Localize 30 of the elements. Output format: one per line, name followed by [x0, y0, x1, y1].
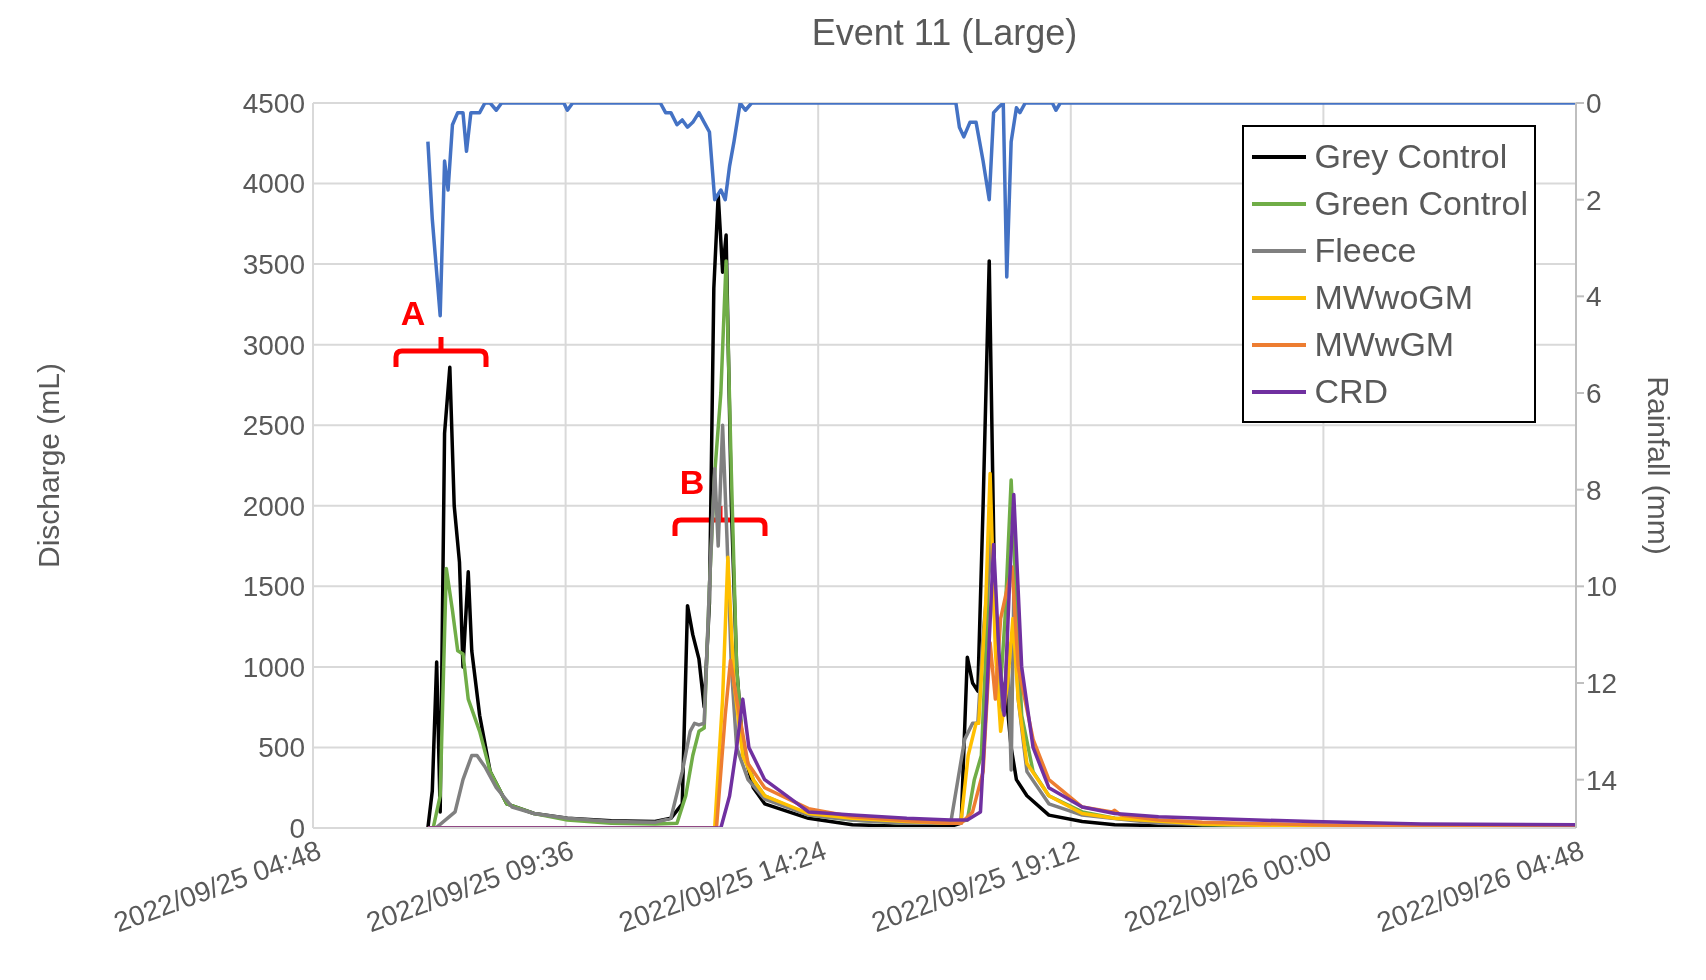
y2-tick-label: 6 [1586, 377, 1602, 409]
annotation: A [400, 294, 426, 332]
y2-tick-label: 4 [1586, 281, 1602, 313]
y-tick-label: 1500 [242, 571, 305, 603]
legend-label: Green Control [1314, 184, 1528, 223]
y-tick-label: 3500 [242, 249, 305, 281]
y2-tick-label: 2 [1586, 184, 1602, 216]
y-tick-label: 0 [289, 812, 305, 844]
legend-label: CRD [1314, 372, 1389, 411]
y2-tick-label: 12 [1586, 667, 1618, 699]
y-tick-label: 2000 [242, 490, 305, 522]
legend-label: MWwGM [1314, 325, 1455, 364]
y-tick-label: 4000 [242, 168, 305, 200]
y2-tick-label: 0 [1586, 87, 1602, 119]
y2-axis-title: Rainfall (mm) [1642, 376, 1676, 555]
y-tick-label: 1000 [242, 651, 305, 683]
y2-tick-label: 14 [1586, 764, 1618, 796]
legend-label: Fleece [1314, 231, 1417, 270]
y-tick-label: 3000 [242, 329, 305, 361]
y-tick-label: 2500 [242, 410, 305, 442]
y-tick-label: 500 [258, 732, 305, 764]
y2-tick-label: 8 [1586, 474, 1602, 506]
y-tick-label: 4500 [242, 87, 305, 119]
y-axis-title: Discharge (mL) [31, 362, 65, 569]
legend-label: Grey Control [1314, 137, 1508, 176]
y2-tick-label: 10 [1586, 571, 1618, 603]
chart-title: Event 11 (Large) [810, 12, 1079, 54]
annotation: B [679, 463, 705, 501]
legend-label: MWwoGM [1314, 278, 1474, 317]
line-series [426, 103, 1576, 318]
